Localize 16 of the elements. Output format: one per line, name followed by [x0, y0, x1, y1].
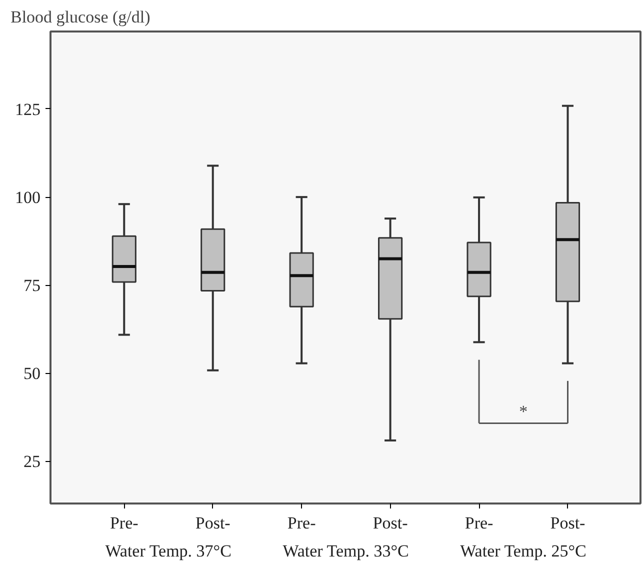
annotation: * [519, 402, 528, 422]
x-tick-label: Pre- [110, 514, 139, 532]
x-tick-label: Post- [372, 514, 408, 532]
text: Water Temp. 33°C [282, 542, 409, 560]
y-tick-label: 50 [24, 364, 40, 384]
text: Water Temp. 25°C [460, 542, 586, 560]
y-axis-title: Blood glucose (g/dl) [10, 8, 150, 26]
y-tick-label: 75 [24, 276, 40, 296]
x-tick-label: Pre- [464, 514, 494, 532]
x-tick-label: Pre- [287, 514, 316, 532]
x-tick-label: Post- [195, 514, 231, 532]
y-tick-label: 25 [24, 452, 40, 472]
x-tick-label: Post- [550, 514, 586, 532]
y-tick-label: 100 [15, 188, 40, 208]
text: Water Temp. 37°C [105, 542, 232, 560]
y-tick-label: 125 [15, 100, 40, 119]
